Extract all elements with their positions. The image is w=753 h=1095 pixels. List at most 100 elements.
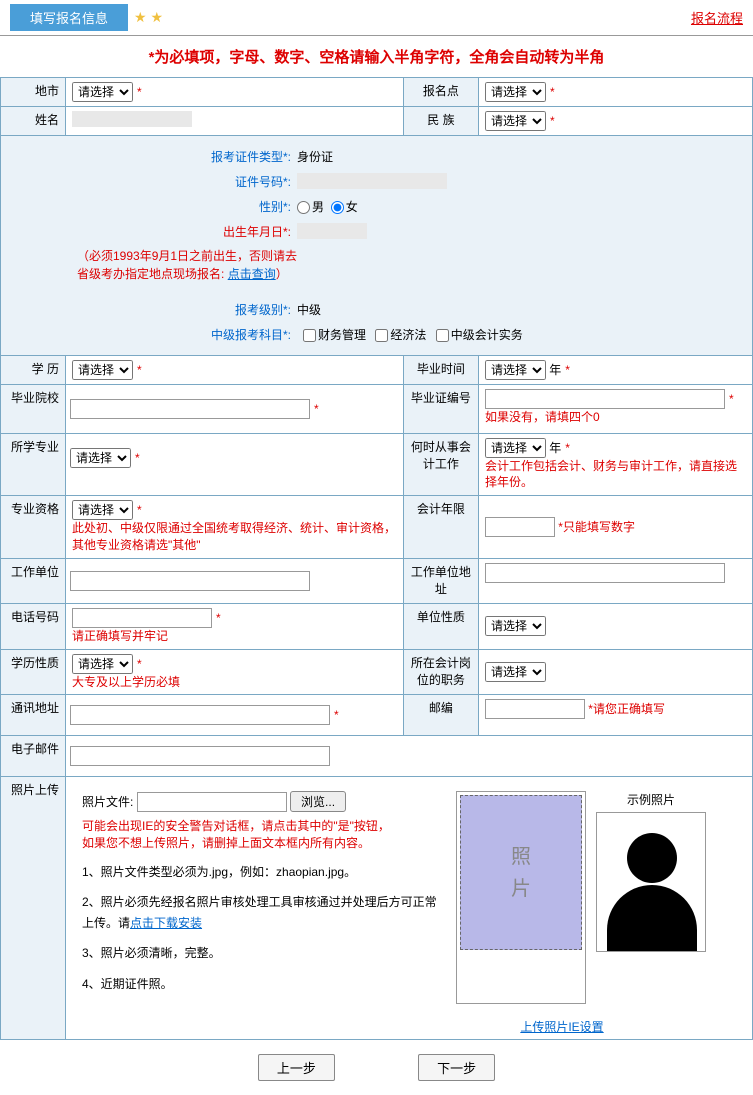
unit-type-select[interactable]: 请选择 [485,616,546,636]
position-select[interactable]: 请选择 [485,662,546,682]
browse-button[interactable]: 浏览... [290,791,346,812]
cert-no-input[interactable] [485,389,725,409]
phone-input[interactable] [72,608,212,628]
photo-file-label: 照片文件: [82,795,133,809]
birth-query-link[interactable]: 点击查询 [228,267,276,281]
ethnic-select[interactable]: 请选择 [485,111,546,131]
school-input[interactable] [70,399,310,419]
phone-hint: 请正确填写并牢记 [72,629,168,643]
qualification-hint: 此处初、中级仅限通过全国统考取得经济、统计、审计资格，其他专业资格请选"其他" [72,521,396,552]
label-exam-level: 报考级别*: [7,301,297,318]
birth-hint2: 省级考办指定地点现场报名: [77,267,224,281]
subject-econ-check[interactable] [375,329,388,342]
acc-years-input[interactable] [485,517,555,537]
photo-file-input[interactable] [137,792,287,812]
gender-female-label: 女 [346,200,358,214]
value-id-type: 身份证 [297,148,746,165]
prev-button[interactable]: 上一步 [258,1054,335,1081]
label-address: 通讯地址 [1,695,66,736]
acc-years-hint: *只能填写数字 [558,520,635,534]
work-addr-input[interactable] [485,563,725,583]
label-subjects: 中级报考科目*: [7,326,297,343]
cell-name [66,107,404,136]
email-input[interactable] [70,746,330,766]
birth-hint1: （必须1993年9月1日之前出生，否则请去 [77,249,297,263]
header-bar: 填写报名信息 ★ ★ 报名流程 [0,0,753,36]
birth-hint3: ） [276,267,288,281]
value-exam-level: 中级 [297,301,746,318]
subject-econ-label: 经济法 [390,328,426,342]
education-select[interactable]: 请选择 [72,360,133,380]
star-decoration: ★ ★ [134,9,163,26]
label-phone: 电话号码 [1,603,66,649]
label-grad-date: 毕业时间 [403,355,478,384]
tab-fill-info[interactable]: 填写报名信息 [10,4,128,31]
label-email: 电子邮件 [1,736,66,777]
label-name: 姓名 [1,107,66,136]
grad-date-select[interactable]: 请选择 [485,360,546,380]
photo-warn2: 如果您不想上传照片，请删掉上面文本框内所有内容。 [82,835,446,852]
edu-type-select[interactable]: 请选择 [72,654,133,674]
photo-inst1: 1、照片文件类型必须为.jpg，例如：zhaopian.jpg。 [82,862,446,882]
photo-inst3: 3、照片必须清晰，完整。 [82,943,446,963]
label-id-no: 证件号码*: [7,173,297,190]
photo-inst2: 2、照片必须先经报名照片审核处理工具审核通过并处理后方可正常上传。请点击下载安装 [82,892,446,933]
label-ethnic: 民 族 [403,107,478,136]
region-select[interactable]: 请选择 [72,82,133,102]
label-gender: 性别*: [7,198,297,215]
id-info-section: 报考证件类型*: 身份证 证件号码*: 性别*: 男 女 出生年月日*: （必须… [1,136,753,356]
label-major: 所学专业 [1,433,66,496]
work-unit-input[interactable] [70,571,310,591]
label-qualification: 专业资格 [1,496,66,559]
name-masked [72,111,192,127]
gender-male-radio[interactable] [297,201,310,214]
zipcode-hint: *请您正确填写 [588,702,665,716]
process-link[interactable]: 报名流程 [691,8,743,27]
label-position: 所在会计岗位的职务 [403,649,478,695]
cell-exam-point: 请选择* [478,78,752,107]
gender-male-label: 男 [312,200,324,214]
label-work-date: 何时从事会计工作 [403,433,478,496]
subjects-options: 财务管理 经济法 中级会计实务 [297,326,746,343]
download-install-link[interactable]: 点击下载安装 [130,916,202,930]
photo-preview-box: 照 片 [456,791,586,1004]
label-zipcode: 邮编 [403,695,478,736]
label-work-unit: 工作单位 [1,558,66,603]
value-birth [297,223,746,239]
label-education: 学 历 [1,355,66,384]
zipcode-input[interactable] [485,699,585,719]
ie-settings-link[interactable]: 上传照片IE设置 [502,1018,622,1035]
photo-inst4: 4、近期证件照。 [82,974,446,994]
gender-options: 男 女 [297,198,746,215]
work-date-hint: 会计工作包括会计、财务与审计工作，请直接选择年份。 [485,459,737,490]
photo-sample-box: 示例照片 [596,791,706,1004]
photo-placeholder: 照 片 [460,795,582,950]
label-photo: 照片上传 [1,777,66,1040]
button-row: 上一步 下一步 [0,1040,753,1095]
label-acc-years: 会计年限 [403,496,478,559]
qualification-select[interactable]: 请选择 [72,500,133,520]
gender-female-radio[interactable] [331,201,344,214]
subject-finance-check[interactable] [303,329,316,342]
work-unit: 年 [549,441,561,455]
label-exam-point: 报名点 [403,78,478,107]
subject-accounting-label: 中级会计实务 [451,328,523,342]
next-button[interactable]: 下一步 [418,1054,495,1081]
subject-accounting-check[interactable] [436,329,449,342]
label-edu-type: 学历性质 [1,649,66,695]
label-work-addr: 工作单位地址 [403,558,478,603]
subject-finance-label: 财务管理 [318,328,366,342]
exam-point-select[interactable]: 请选择 [485,82,546,102]
work-date-select[interactable]: 请选择 [485,438,546,458]
label-id-type: 报考证件类型*: [7,148,297,165]
cell-region: 请选择* [66,78,404,107]
edu-type-hint: 大专及以上学历必填 [72,675,180,689]
photo-warn1: 可能会出现IE的安全警告对话框，请点击其中的"是"按钮， [82,818,446,835]
label-unit-type: 单位性质 [403,603,478,649]
value-id-no [297,173,746,189]
address-input[interactable] [70,705,330,725]
cell-ethnic: 请选择* [478,107,752,136]
sample-title: 示例照片 [627,791,675,808]
major-select[interactable]: 请选择 [70,448,131,468]
sample-silhouette [596,812,706,952]
